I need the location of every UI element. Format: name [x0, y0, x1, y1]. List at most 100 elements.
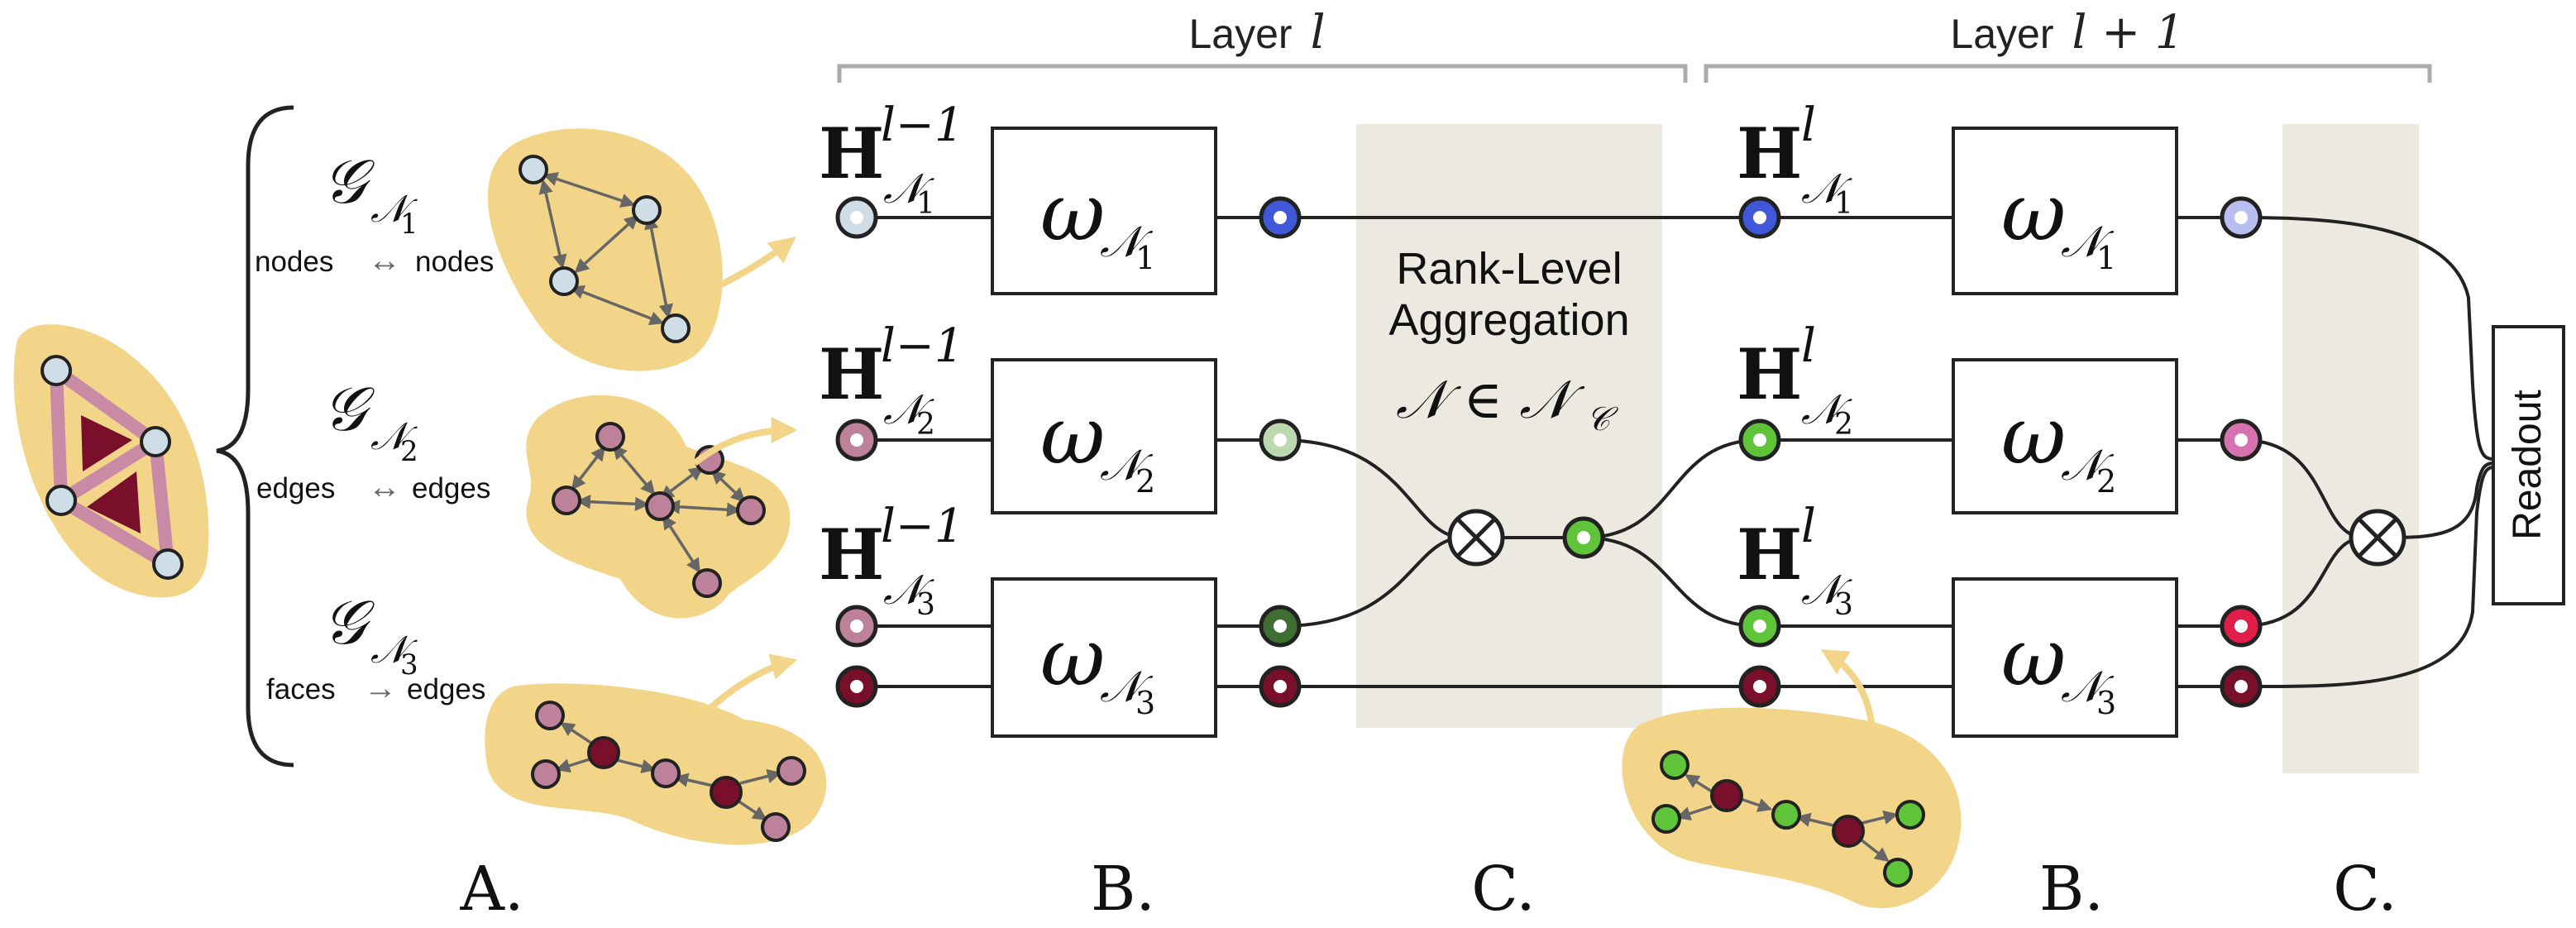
svg-text:1: 1: [1135, 240, 1155, 276]
svg-text:2: 2: [400, 435, 418, 468]
layer-graph-thumbnail: [1622, 649, 1962, 909]
svg-text:ω: ω: [1040, 611, 1105, 704]
svg-text:𝒢: 𝒢: [323, 374, 375, 445]
omega-box-l-3: ω 𝒩 3: [991, 577, 1217, 738]
panel-label-c2: C.: [2333, 854, 2397, 925]
svg-text:1: 1: [916, 187, 935, 221]
graph-label-2: 𝒢 𝒩 2 edges ↔ edges: [256, 374, 490, 505]
svg-text:𝒢: 𝒢: [323, 146, 375, 218]
svg-text:ω: ω: [2001, 390, 2066, 482]
wires: [857, 216, 2494, 689]
node-omega-out-4: [1259, 665, 1302, 708]
omega-box-l1-3: ω 𝒩 3: [1952, 577, 2178, 738]
svg-text:H: H: [819, 514, 884, 596]
svg-text:2: 2: [916, 408, 935, 442]
svg-text:l: l: [1801, 319, 1816, 373]
node-omega2-out-2: [2220, 419, 2263, 462]
graph-1-thumbnail: [487, 128, 796, 371]
graph-2-thumbnail: [526, 395, 798, 619]
relation-to-1: nodes: [415, 246, 494, 278]
node-omega-out-1: [1259, 196, 1302, 239]
svg-text:H: H: [1737, 333, 1802, 415]
panel-label-c1: C.: [1471, 854, 1536, 925]
layer-l-title: Layer l: [1189, 6, 1326, 60]
otimes-icon-1: [1447, 509, 1505, 567]
aggregation-caption: Rank-Level Aggregation 𝒩 ∈ 𝒩 𝒞: [1388, 244, 1629, 438]
node-input-1: [835, 196, 878, 239]
svg-text:1: 1: [400, 208, 418, 241]
h-label-prev-3: H l−1 𝒩 3: [819, 500, 963, 622]
svg-text:3: 3: [2096, 685, 2116, 721]
omega-boxes: ω 𝒩 1 ω 𝒩 2 ω 𝒩 3 ω 𝒩 1 ω 𝒩 2: [991, 127, 2178, 738]
node-h-l-4: [1738, 665, 1781, 708]
graph-label-1: 𝒢 𝒩 1 nodes ↔ nodes: [255, 146, 494, 279]
relation-from-1: nodes: [255, 246, 333, 278]
svg-text:l: l: [1801, 500, 1816, 553]
svg-text:l: l: [1801, 98, 1816, 152]
node-h-l-1: [1738, 196, 1781, 239]
svg-text:3: 3: [1135, 685, 1155, 721]
node-omega2-out-4: [2220, 665, 2263, 708]
node-aggregated: [1562, 516, 1605, 559]
svg-text:l−1: l−1: [881, 500, 963, 553]
svg-text:2: 2: [2096, 463, 2116, 500]
node-input-4: [835, 665, 878, 708]
svg-text:3: 3: [400, 648, 418, 682]
svg-text:H: H: [1737, 514, 1802, 596]
aggregation-formula: 𝒩 ∈ 𝒩: [1396, 370, 1585, 431]
svg-text:𝒢: 𝒢: [323, 587, 375, 658]
svg-text:l−1: l−1: [881, 319, 963, 373]
panel-labels: A. B. C. B. C.: [460, 854, 2397, 925]
h-label-curr-3: H l 𝒩 3: [1737, 500, 1853, 622]
svg-text:ω: ω: [1040, 390, 1105, 482]
relation-to-3: edges: [407, 673, 485, 706]
svg-text:H: H: [819, 112, 884, 194]
svg-text:ω: ω: [2001, 611, 2066, 704]
complex-thumbnail: [13, 324, 209, 598]
svg-text:l−1: l−1: [881, 98, 963, 152]
omega-box-l1-2: ω 𝒩 2: [1952, 358, 2178, 514]
node-h-l-3: [1738, 605, 1781, 648]
feature-nodes: [835, 196, 2263, 708]
svg-text:H: H: [819, 333, 884, 415]
aggregation-line-1: Rank-Level: [1396, 244, 1622, 294]
relation-arrow-1: ↔: [368, 242, 401, 279]
relation-from-2: edges: [256, 472, 335, 505]
svg-text:ω: ω: [2001, 166, 2066, 259]
relation-arrow-3: →: [364, 670, 397, 706]
node-omega2-out-1: [2220, 196, 2263, 239]
node-omega-out-2: [1259, 419, 1302, 462]
readout-label: Readout: [2506, 390, 2550, 539]
h-label-prev-1: H l−1 𝒩 1: [819, 98, 963, 221]
omega-box-l1-1: ω 𝒩 1: [1952, 127, 2178, 295]
aggregation-line-2: Aggregation: [1388, 295, 1629, 345]
layer-l1-bracket: [1704, 64, 2432, 83]
svg-text:3: 3: [916, 588, 935, 622]
graph-label-3: 𝒢 𝒩 3 faces → edges: [266, 587, 485, 706]
svg-text:2: 2: [1834, 408, 1853, 442]
svg-text:1: 1: [1834, 187, 1853, 221]
node-input-2: [835, 419, 878, 462]
svg-text:H: H: [1737, 112, 1802, 194]
curly-brace: [216, 105, 294, 768]
svg-text:3: 3: [1834, 588, 1853, 622]
relation-arrow-2: ↔: [368, 469, 401, 505]
omega-box-l-1: ω 𝒩 1: [991, 127, 1217, 295]
h-label-curr-1: H l 𝒩 1: [1737, 98, 1853, 221]
graph-3-thumbnail: [485, 653, 827, 845]
node-input-3: [835, 605, 878, 648]
h-labels: H l−1 𝒩 1 H l−1 𝒩 2 H l−1 𝒩 3 H l 𝒩 1 H …: [819, 98, 1853, 622]
otimes-icon-2: [2349, 509, 2406, 567]
node-omega-out-3: [1259, 605, 1302, 648]
panel-label-b1: B.: [1091, 854, 1155, 925]
relation-to-2: edges: [412, 472, 490, 505]
readout-box: Readout: [2492, 325, 2565, 605]
panel-label-b2: B.: [2039, 854, 2104, 925]
node-omega2-out-3: [2220, 605, 2263, 648]
h-label-prev-2: H l−1 𝒩 2: [819, 319, 963, 442]
svg-text:1: 1: [2096, 240, 2116, 276]
svg-text:2: 2: [1135, 463, 1155, 500]
graph-labels: 𝒢 𝒩 1 nodes ↔ nodes 𝒢 𝒩 2 edges ↔ edges …: [255, 146, 494, 706]
layer-l1-title: Layer l + 1: [1950, 6, 2184, 60]
